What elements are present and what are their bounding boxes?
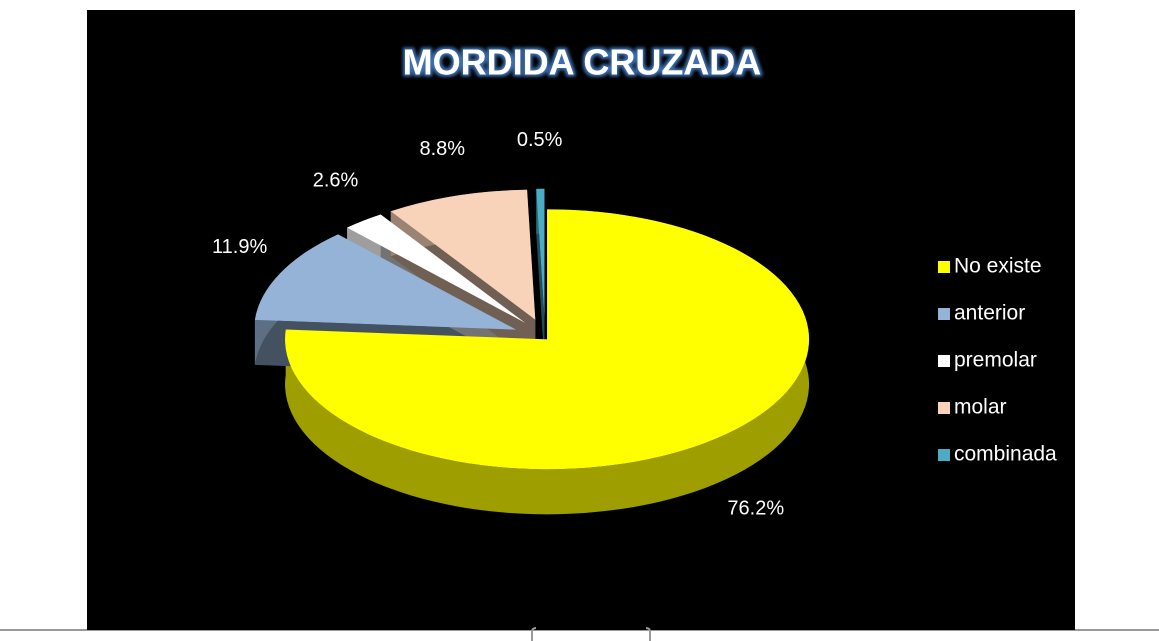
page-bracket [531, 627, 651, 641]
pie-labels: 76.2% 11.9% 2.6% 8.8% 0.5% [212, 129, 784, 519]
legend: No existe anterior premolar molar combinada [938, 255, 1057, 466]
legend-swatch [938, 355, 950, 367]
legend-swatch [938, 449, 950, 461]
slice [536, 188, 545, 319]
slice [254, 234, 517, 330]
legend-swatch [938, 261, 950, 273]
legend-label: anterior [954, 302, 1025, 325]
data-label: 0.5% [517, 129, 563, 151]
data-label: 11.9% [212, 236, 267, 258]
legend-label: molar [954, 396, 1007, 419]
data-label: 76.2% [727, 497, 784, 519]
slice [285, 209, 810, 470]
chart-title: MORDIDA CRUZADA [403, 42, 762, 83]
legend-label: combinada [954, 443, 1057, 466]
slice [347, 214, 526, 323]
data-label: 2.6% [313, 170, 359, 192]
data-label: 8.8% [419, 138, 465, 160]
legend-swatch [938, 308, 950, 320]
legend-swatch [938, 402, 950, 414]
pie-tops [254, 188, 810, 470]
legend-label: No existe [954, 255, 1042, 278]
slice [390, 189, 536, 320]
legend-label: premolar [954, 349, 1037, 372]
